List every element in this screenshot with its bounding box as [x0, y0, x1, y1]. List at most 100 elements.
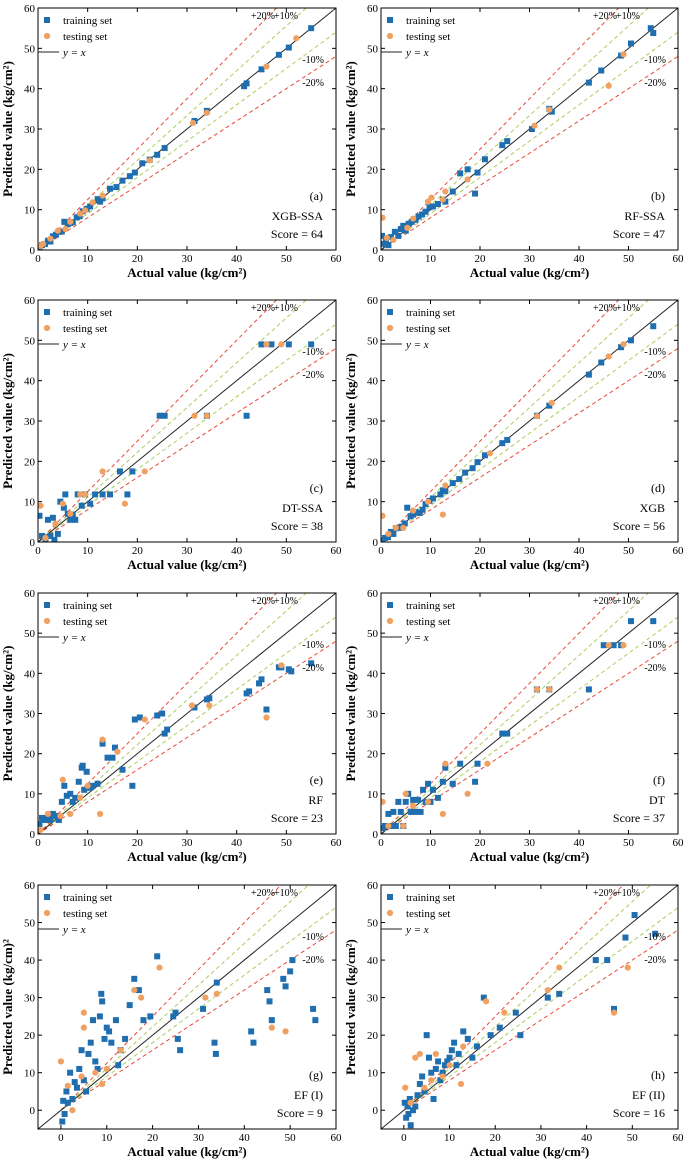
training-point [38, 820, 43, 827]
x-tick-label: 0 [378, 253, 384, 265]
training-point [401, 1099, 408, 1106]
y-tick-label: 10 [24, 205, 36, 217]
y-tick-label: 60 [367, 588, 379, 600]
x-tick-label: 0 [58, 1132, 64, 1144]
training-point [611, 1005, 618, 1012]
testing-point [385, 530, 392, 538]
score-label: Score = 16 [613, 1106, 665, 1120]
band-label-plus10: +10% [616, 11, 640, 22]
legend-testing-marker [43, 32, 51, 40]
x-axis-label: Actual value (kg/cm²) [470, 265, 589, 280]
y-axis-label: Predicted value (kg/cm)² [0, 939, 15, 1075]
training-point [528, 126, 535, 132]
training-point [246, 688, 253, 695]
training-point [94, 780, 101, 787]
training-point [161, 730, 168, 737]
training-point [403, 1114, 410, 1121]
band-label-plus10: +10% [274, 888, 298, 899]
legend-training-marker [387, 17, 393, 23]
testing-point [546, 686, 553, 693]
testing-point [67, 510, 74, 517]
minus20-line [38, 55, 336, 250]
training-point [129, 468, 136, 475]
testing-point [439, 1073, 446, 1080]
training-point [96, 1013, 103, 1020]
y-tick-label: 50 [367, 628, 379, 640]
testing-point [400, 524, 407, 531]
training-point [308, 341, 315, 348]
legend-training-marker [44, 602, 50, 608]
y-tick-label: 0 [373, 1105, 379, 1117]
legend-testing-marker [386, 32, 394, 40]
data-points [381, 618, 657, 831]
training-point [97, 198, 104, 205]
testing-point [407, 1099, 414, 1106]
testing-point [620, 642, 627, 649]
training-point [407, 1122, 414, 1129]
y-tick-label: 30 [24, 124, 36, 136]
testing-point [605, 642, 612, 649]
training-point [585, 371, 592, 378]
training-point [258, 341, 265, 348]
testing-point [410, 215, 417, 222]
training-point [71, 1079, 78, 1086]
x-tick-label: 40 [574, 837, 586, 849]
y-tick-label: 20 [367, 164, 379, 176]
legend-training-label: training set [63, 307, 112, 319]
training-point [126, 1002, 133, 1009]
x-tick-label: 40 [231, 837, 243, 849]
testing-point [99, 192, 106, 199]
testing-point [482, 998, 490, 1005]
panel-label: (c) [310, 481, 323, 495]
training-point [434, 794, 441, 801]
plus10-line [403, 885, 652, 1111]
legend: training set testing set y = x [38, 600, 112, 644]
training-point [544, 994, 551, 1001]
identity-line [38, 593, 336, 834]
training-point [585, 79, 592, 86]
y-tick-label: 50 [24, 918, 36, 930]
training-point [504, 436, 511, 443]
testing-point [203, 109, 210, 116]
training-point [425, 1054, 432, 1061]
plus10-line [38, 593, 307, 834]
training-point [263, 706, 270, 713]
training-point [62, 491, 69, 498]
minus10-line [381, 31, 678, 250]
y-tick-label: 10 [367, 789, 379, 801]
testing-point [268, 1024, 275, 1031]
y-tick-label: 20 [367, 456, 379, 468]
y-axis-label: Predicted value (kg/cm²) [343, 646, 358, 782]
legend-identity-label: y = x [405, 339, 429, 351]
x-tick-label: 40 [239, 1132, 251, 1144]
training-point [439, 1069, 446, 1076]
training-point [280, 975, 287, 982]
legend-training-marker [387, 894, 393, 900]
x-tick-label: 50 [281, 545, 293, 557]
training-point [422, 501, 429, 508]
minus10-line [38, 31, 336, 250]
training-point [618, 344, 625, 351]
training-point [101, 1035, 108, 1042]
training-point [650, 618, 657, 625]
panel-label: (d) [651, 481, 665, 495]
training-point [154, 712, 161, 719]
testing-point [80, 1024, 87, 1031]
training-point [87, 500, 94, 507]
training-point [63, 792, 70, 799]
training-point [419, 506, 426, 513]
training-point [481, 156, 488, 163]
testing-point [189, 119, 197, 127]
training-point [126, 173, 133, 180]
training-point [61, 782, 68, 789]
plus20-line [38, 593, 278, 834]
band-label-plus20: +20% [251, 888, 275, 899]
x-tick-label: 20 [147, 1132, 159, 1144]
testing-point [92, 1069, 99, 1076]
x-tick-label: 60 [331, 1132, 343, 1144]
testing-point [89, 199, 96, 206]
training-point [288, 668, 295, 675]
x-tick-label: 40 [574, 545, 586, 557]
testing-point [439, 196, 446, 203]
chart-panel-8: 0 10 20 30 40 50 60 0 10 20 30 40 50 60 Actual value (… [343, 880, 684, 1159]
